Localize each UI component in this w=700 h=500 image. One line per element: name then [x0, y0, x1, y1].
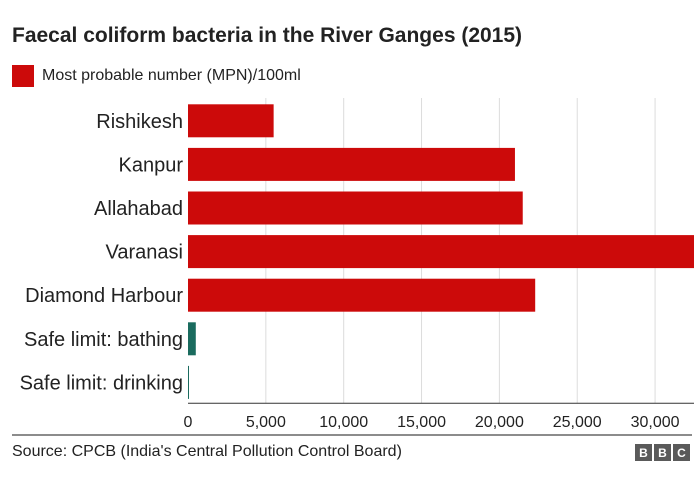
- footer-divider: [12, 434, 692, 436]
- x-tick-label: 30,000: [631, 414, 680, 431]
- bar: [188, 191, 523, 225]
- category-label: Allahabad: [94, 198, 183, 220]
- chart-title: Faecal coliform bacteria in the River Ga…: [12, 24, 523, 47]
- category-label: Safe limit: bathing: [24, 329, 183, 351]
- bbc-logo-block: B: [635, 444, 652, 461]
- bar: [188, 322, 196, 356]
- category-label: Varanasi: [106, 242, 183, 264]
- legend-label: Most probable number (MPN)/100ml: [42, 67, 301, 84]
- bbc-logo-block: B: [654, 444, 671, 461]
- x-tick-label: 20,000: [475, 414, 524, 431]
- x-tick-label: 5,000: [246, 414, 286, 431]
- bar: [188, 147, 515, 181]
- bar: [188, 104, 274, 138]
- x-tick-label: 15,000: [397, 414, 446, 431]
- bar: [188, 235, 694, 269]
- bar: [188, 278, 536, 312]
- bbc-logo-block: C: [673, 444, 690, 461]
- category-label: Safe limit: drinking: [20, 372, 183, 394]
- x-tick-label: 25,000: [553, 414, 602, 431]
- bar: [188, 365, 189, 399]
- category-label: Rishikesh: [96, 111, 183, 133]
- bbc-logo: B B C: [635, 444, 690, 461]
- x-tick-label: 0: [184, 414, 193, 431]
- legend: Most probable number (MPN)/100ml: [12, 65, 301, 87]
- x-tick-label: 10,000: [319, 414, 368, 431]
- category-label: Kanpur: [119, 154, 184, 176]
- category-label: Diamond Harbour: [25, 285, 183, 307]
- legend-swatch: [12, 65, 34, 87]
- source-note: Source: CPCB (India's Central Pollution …: [12, 443, 402, 460]
